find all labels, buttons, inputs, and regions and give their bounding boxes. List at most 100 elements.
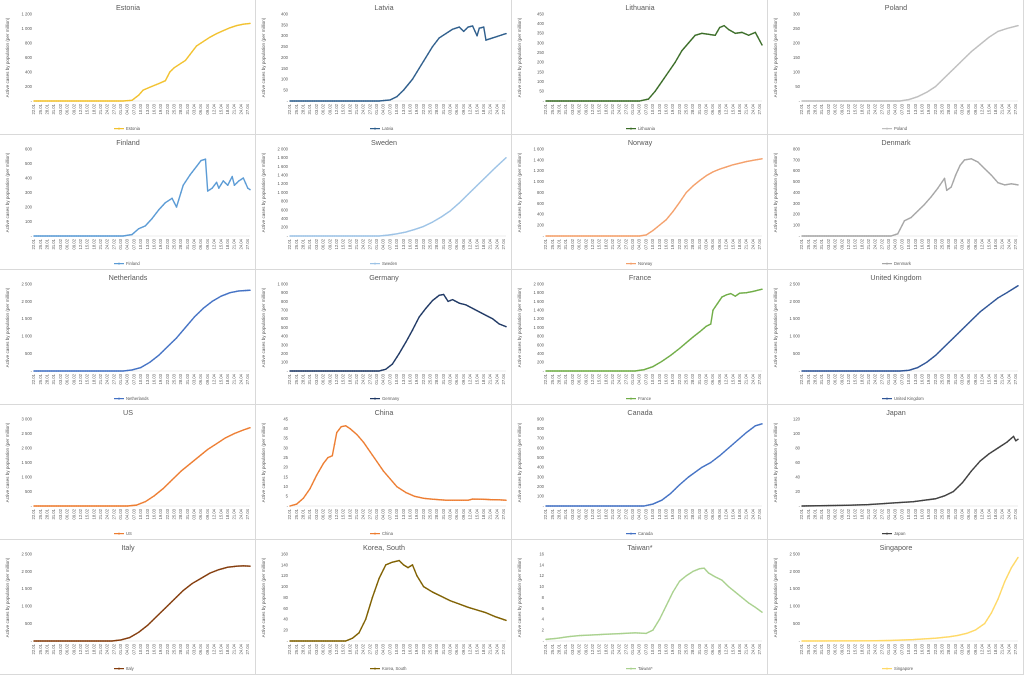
data-point — [876, 503, 879, 505]
x-tick-label: 27.02 — [111, 643, 116, 654]
data-point — [360, 438, 363, 441]
data-point — [111, 640, 113, 642]
data-point — [703, 32, 705, 35]
data-point — [200, 454, 202, 456]
x-tick-label: 12.02 — [590, 373, 595, 384]
data-point — [563, 636, 565, 639]
x-tick-label: 24.04 — [1006, 373, 1011, 384]
x-tick-label: 31.01 — [307, 373, 312, 384]
x-tick-label: 09.02 — [327, 373, 332, 384]
data-point — [62, 100, 64, 102]
data-point — [823, 235, 826, 237]
y-tick-label: 200 — [281, 351, 289, 356]
data-point — [718, 578, 721, 580]
data-point — [925, 638, 928, 640]
data-point — [500, 161, 503, 163]
data-point — [667, 600, 670, 602]
data-point — [807, 505, 810, 507]
data-point — [661, 222, 663, 225]
data-point — [852, 235, 854, 237]
y-tick-label: 200 — [537, 60, 545, 65]
data-point — [618, 235, 621, 237]
data-point — [418, 67, 420, 70]
data-point — [80, 640, 82, 642]
data-point — [242, 23, 245, 25]
data-point — [738, 437, 741, 440]
data-point — [885, 235, 888, 237]
data-point — [589, 370, 592, 372]
data-point — [193, 459, 196, 462]
data-point — [80, 100, 82, 102]
y-tick-label: 120 — [281, 573, 289, 578]
data-point — [289, 640, 291, 642]
data-point — [661, 80, 663, 83]
data-point — [347, 639, 349, 641]
chart-panel-germany: Germany -100 200 300 400 500 600 700 800 900 1 000… — [256, 270, 512, 405]
x-tick-label: 10.03 — [650, 508, 655, 519]
x-tick-label: 22.03 — [933, 373, 938, 384]
legend: Italy — [114, 666, 135, 671]
data-point — [859, 640, 861, 642]
data-point — [431, 498, 434, 500]
data-point — [95, 370, 98, 372]
data-point — [496, 616, 498, 619]
data-point — [736, 293, 739, 296]
x-tick-label: 12.02 — [590, 508, 595, 519]
data-point — [33, 505, 35, 507]
data-point — [418, 578, 420, 581]
data-point — [859, 100, 861, 102]
data-point — [558, 235, 561, 237]
data-point — [852, 504, 854, 506]
y-tick-label: 15 — [283, 474, 288, 479]
data-point — [897, 233, 899, 235]
data-point — [914, 500, 917, 503]
data-point — [322, 640, 325, 642]
data-point — [465, 28, 467, 30]
legend-marker — [630, 532, 632, 535]
data-point — [347, 100, 349, 102]
x-tick-label: 28.01 — [813, 508, 818, 519]
data-point — [211, 187, 213, 189]
data-point — [469, 607, 472, 609]
data-point — [175, 596, 178, 598]
data-point — [587, 370, 590, 372]
data-point — [805, 505, 808, 507]
data-point — [968, 631, 970, 634]
data-point — [456, 499, 458, 501]
data-point — [193, 316, 196, 318]
data-point — [636, 369, 639, 372]
x-tick-label: 24.02 — [105, 508, 110, 519]
data-point — [427, 53, 429, 55]
data-point — [327, 640, 329, 642]
data-point — [442, 214, 445, 217]
x-tick-label: 19.03 — [414, 373, 419, 384]
data-point — [1008, 571, 1010, 574]
chart-panel-china: China -5 10 15 20 25 30 35 40 45 Active cases by p… — [256, 405, 512, 540]
data-point — [126, 99, 129, 102]
data-point — [638, 235, 641, 237]
x-tick-label: 06.04 — [710, 238, 715, 249]
data-point — [42, 640, 44, 642]
x-tick-label: 25.01 — [294, 103, 299, 114]
chart-title: France — [629, 273, 651, 282]
data-point — [696, 33, 699, 36]
data-point — [37, 235, 40, 237]
data-point — [703, 567, 705, 569]
data-point — [393, 560, 396, 563]
data-point — [814, 235, 817, 237]
x-tick-label: 07.03 — [899, 373, 904, 384]
data-point — [689, 338, 692, 340]
x-tick-label: 12.02 — [334, 373, 339, 384]
x-tick-label: 25.01 — [294, 508, 299, 519]
data-point — [632, 235, 634, 237]
data-point — [910, 638, 912, 641]
x-tick-label: 24.02 — [617, 643, 622, 654]
data-point — [950, 70, 952, 73]
data-point — [821, 235, 823, 237]
x-tick-label: 22.03 — [677, 373, 682, 384]
data-point — [191, 582, 193, 585]
data-point — [385, 473, 387, 475]
data-point — [451, 208, 454, 210]
x-tick-label: 09.04 — [205, 238, 210, 249]
